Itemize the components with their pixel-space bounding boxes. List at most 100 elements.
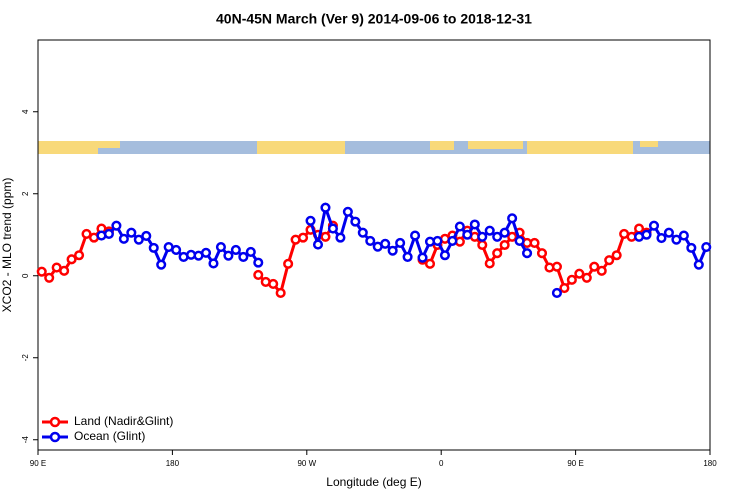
data-point — [648, 220, 660, 231]
data-point — [253, 269, 264, 280]
data-point — [477, 239, 488, 251]
data-point — [215, 242, 226, 253]
data-point — [671, 234, 682, 245]
data-point — [574, 268, 585, 279]
data-point — [701, 242, 712, 253]
data-point — [469, 219, 480, 230]
data-point — [462, 229, 473, 240]
data-point — [245, 246, 256, 258]
chart-title: 40N-45N March (Ver 9) 2014-09-06 to 2018… — [216, 11, 532, 27]
data-point — [410, 230, 421, 241]
data-point — [551, 287, 562, 299]
legend-label: Ocean (Glint) — [74, 429, 145, 443]
data-point — [686, 242, 697, 253]
data-point — [253, 257, 264, 268]
legend: Land (Nadir&Glint) Ocean (Glint) — [42, 414, 173, 443]
data-point — [499, 239, 510, 251]
y-tick-label: -2 — [21, 354, 30, 362]
data-point — [223, 250, 234, 261]
data-point — [522, 248, 533, 259]
legend-label: Land (Nadir&Glint) — [74, 414, 173, 428]
data-point — [641, 229, 652, 240]
data-point — [678, 230, 689, 241]
data-point — [66, 254, 77, 265]
data-point — [36, 266, 47, 277]
data-point — [111, 220, 122, 231]
data-point — [350, 216, 361, 227]
data-point — [238, 251, 249, 262]
x-tick-label: 90 E — [30, 459, 46, 468]
y-tick-label: 4 — [21, 109, 30, 114]
data-point — [320, 231, 331, 242]
data-point — [484, 225, 495, 236]
data-point — [133, 234, 144, 245]
data-point — [327, 223, 338, 234]
data-point — [141, 230, 152, 242]
data-point — [148, 242, 159, 253]
data-point — [492, 248, 503, 259]
data-point — [395, 237, 406, 248]
y-axis-label: XCO2 - MLO trend (ppm) — [0, 178, 14, 313]
data-point — [365, 235, 376, 246]
x-tick-label: 90 E — [567, 459, 583, 468]
data-point — [103, 228, 114, 239]
data-point — [529, 237, 540, 248]
data-point — [59, 265, 70, 276]
data-point — [581, 272, 592, 283]
data-point — [663, 227, 674, 238]
data-point — [387, 245, 398, 256]
data-point — [118, 233, 129, 244]
data-point — [156, 259, 167, 270]
data-point — [514, 235, 525, 246]
x-axis-label: Longitude (deg E) — [326, 475, 421, 489]
data-point — [693, 259, 704, 270]
data-point — [447, 235, 458, 246]
data-point — [283, 258, 294, 269]
data-point — [305, 215, 316, 226]
data-point — [402, 251, 413, 262]
data-point — [342, 206, 353, 217]
data-point — [551, 261, 562, 272]
legend-marker — [49, 416, 61, 428]
data-point — [559, 283, 570, 294]
data-point — [208, 258, 219, 269]
data-point — [357, 227, 368, 238]
data-point — [477, 231, 488, 242]
data-point — [507, 213, 518, 224]
data-point — [230, 244, 241, 255]
data-point — [44, 272, 55, 283]
data-point — [454, 221, 465, 232]
data-point — [126, 227, 137, 238]
data-point — [200, 247, 212, 258]
data-point — [589, 261, 600, 272]
data-point — [320, 202, 331, 213]
data-point — [611, 250, 622, 261]
data-point — [312, 239, 324, 250]
y-tick-label: 0 — [21, 273, 30, 278]
x-tick-label: 180 — [703, 459, 717, 468]
data-point — [171, 244, 182, 255]
data-point — [492, 231, 503, 242]
data-point — [596, 265, 607, 276]
data-point — [74, 250, 85, 261]
data-point — [275, 287, 286, 299]
data-point — [499, 227, 510, 238]
data-point — [656, 232, 667, 244]
x-tick-label: 0 — [439, 459, 444, 468]
data-point — [81, 228, 92, 239]
legend-marker — [49, 431, 61, 443]
y-tick-label: 2 — [21, 191, 30, 196]
x-tick-label: 90 W — [297, 459, 316, 468]
data-point — [507, 231, 518, 242]
data-point — [417, 252, 428, 263]
data-point — [380, 238, 391, 249]
data-point — [424, 258, 436, 269]
data-point — [268, 278, 279, 290]
data-point — [432, 235, 443, 246]
data-point — [298, 232, 309, 243]
y-tick-label: -4 — [21, 436, 30, 444]
data-point — [484, 258, 495, 269]
data-point — [566, 274, 577, 285]
data-point — [335, 232, 346, 243]
